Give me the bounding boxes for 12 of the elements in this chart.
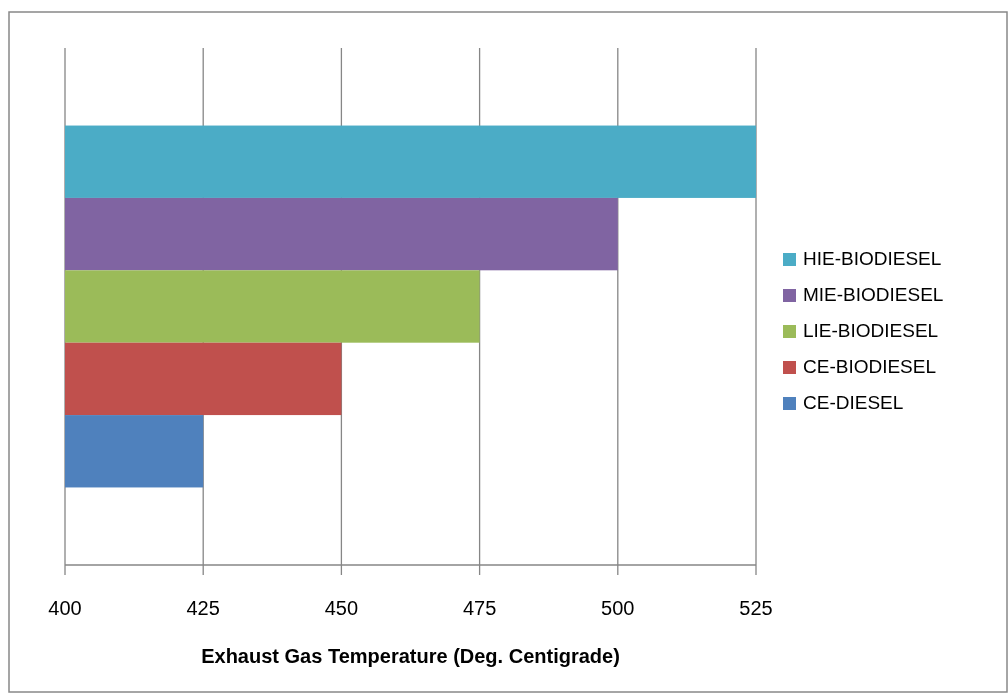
- x-tick-label: 500: [601, 597, 635, 619]
- legend-label: CE-BIODIESEL: [803, 356, 937, 378]
- x-tick-label: 425: [186, 597, 220, 619]
- legend-label: CE-DIESEL: [803, 392, 904, 414]
- legend-label: MIE-BIODIESEL: [803, 284, 944, 306]
- x-tick-label: 400: [48, 597, 82, 619]
- legend-label: HIE-BIODIESEL: [803, 248, 942, 270]
- x-axis-title: Exhaust Gas Temperature (Deg. Centigrade): [201, 645, 620, 667]
- x-tick-label: 450: [324, 597, 359, 619]
- legend-label: LIE-BIODIESEL: [803, 320, 939, 342]
- x-tick-label: 525: [739, 597, 773, 619]
- x-tick-label: 475: [462, 597, 497, 619]
